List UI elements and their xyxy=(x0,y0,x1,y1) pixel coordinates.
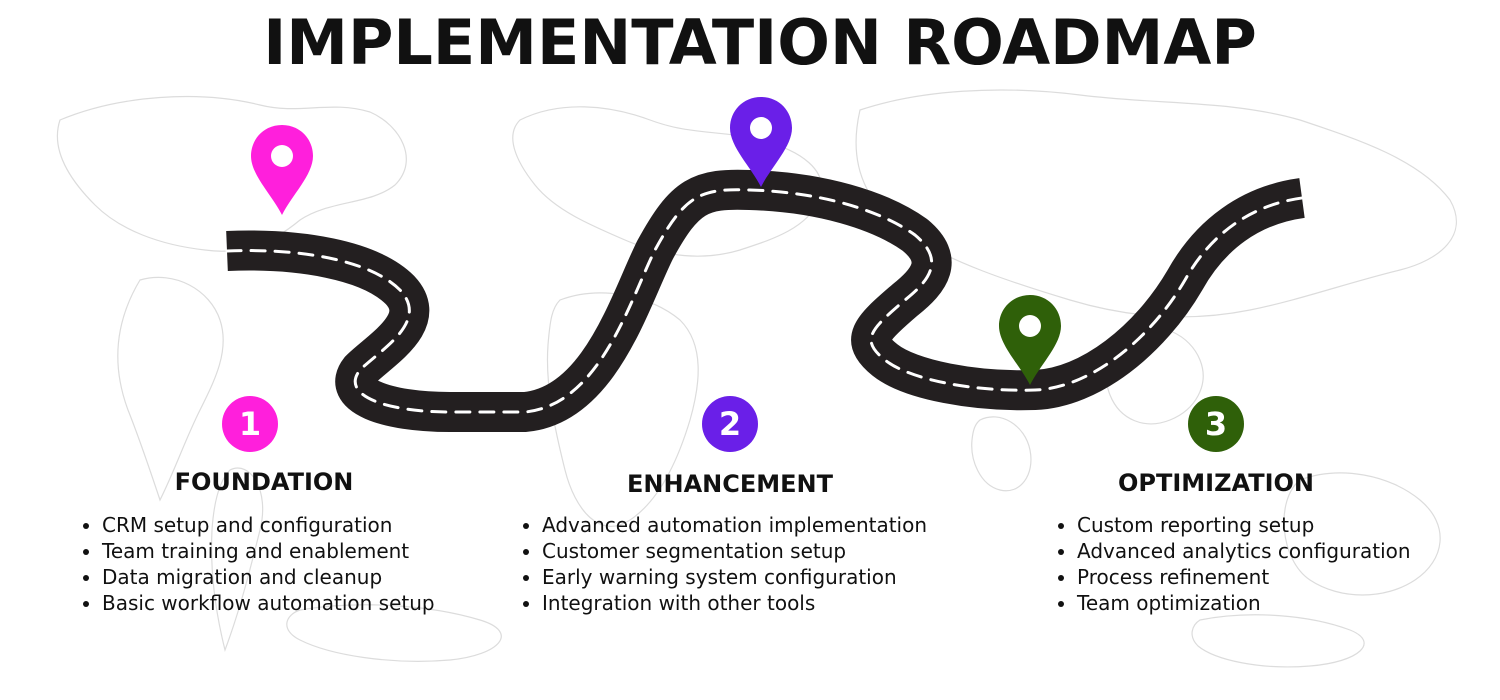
list-item: Early warning system configuration xyxy=(542,564,927,590)
phase-title: OPTIMIZATION xyxy=(1117,469,1314,497)
phase-task-list: CRM setup and configuration Team trainin… xyxy=(80,512,435,616)
list-item: CRM setup and configuration xyxy=(102,512,435,538)
phase-task-list: Custom reporting setup Advanced analytic… xyxy=(1055,512,1411,616)
list-item: Integration with other tools xyxy=(542,590,927,616)
map-pin-icon xyxy=(730,97,792,187)
list-item: Customer segmentation setup xyxy=(542,538,927,564)
list-item: Advanced analytics configuration xyxy=(1077,538,1411,564)
map-pin-icon xyxy=(251,125,313,215)
page-title: IMPLEMENTATION ROADMAP xyxy=(263,6,1257,79)
list-item: Team optimization xyxy=(1077,590,1411,616)
phase-title: ENHANCEMENT xyxy=(627,470,833,498)
phase-number-badge: 1 xyxy=(222,396,278,452)
list-item: Data migration and cleanup xyxy=(102,564,435,590)
list-item: Team training and enablement xyxy=(102,538,435,564)
list-item: Basic workflow automation setup xyxy=(102,590,435,616)
map-pin-icon xyxy=(999,295,1061,385)
list-item: Process refinement xyxy=(1077,564,1411,590)
list-item: Custom reporting setup xyxy=(1077,512,1411,538)
phase-number-badge: 3 xyxy=(1188,396,1244,452)
phase-task-list: Advanced automation implementation Custo… xyxy=(520,512,927,616)
phase-title: FOUNDATION xyxy=(174,468,354,496)
phase-number-badge: 2 xyxy=(702,396,758,452)
list-item: Advanced automation implementation xyxy=(542,512,927,538)
